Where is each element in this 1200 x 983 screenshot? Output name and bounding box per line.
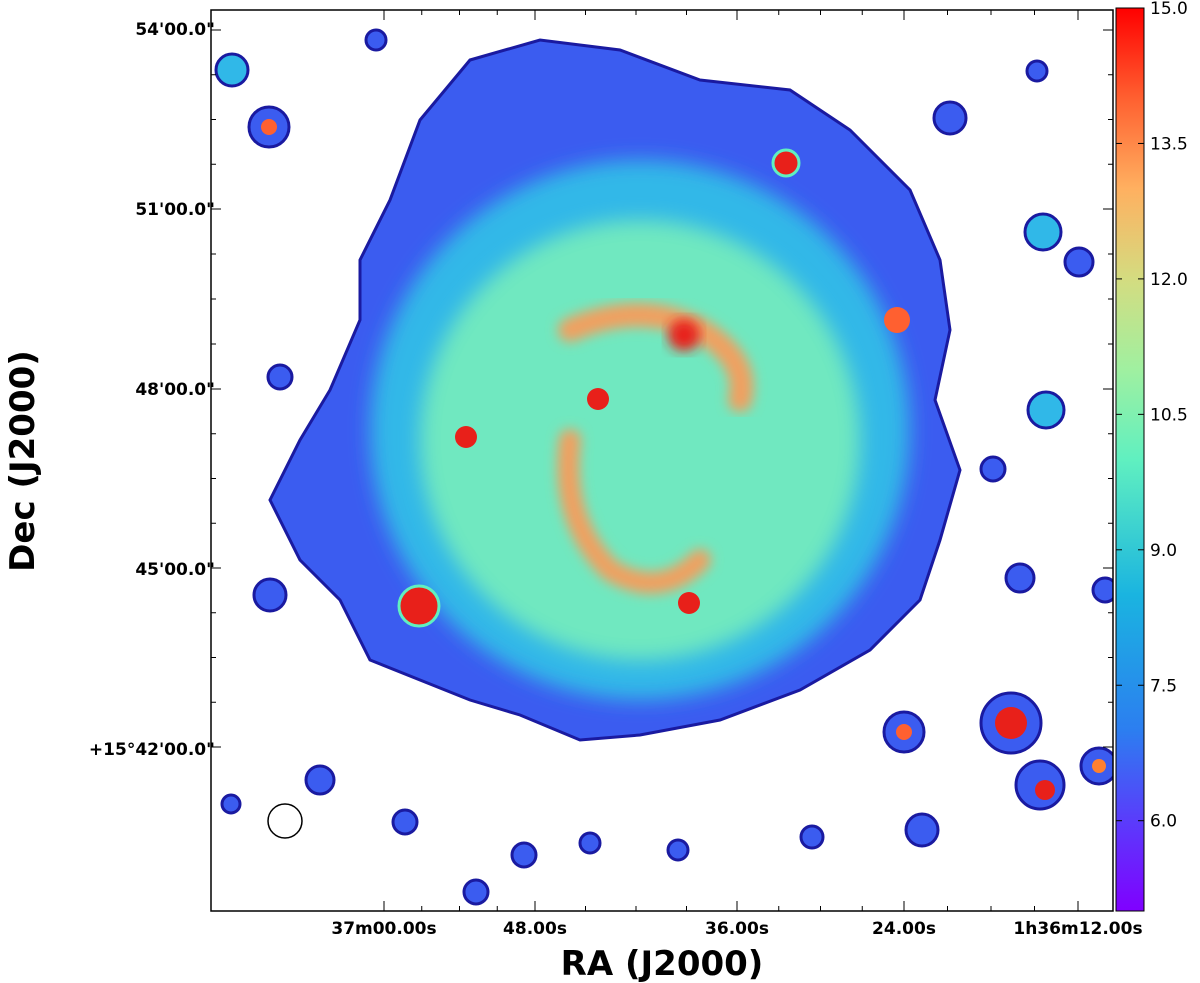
plot-frame [210,9,1114,912]
background-source [979,455,1007,483]
background-source [214,52,250,88]
y-axis-title: Dec (J2000) [3,350,43,572]
background-source [666,838,690,862]
y-tick-label: 54'00.0" [135,20,215,40]
x-tick-label: 24.00s [872,919,936,939]
colorbar-ticks [1116,7,1144,822]
galaxy-image [214,28,1113,906]
colorbar-tick-label: 6.0 [1150,812,1177,832]
background-source [364,28,388,52]
background-source [1026,390,1066,430]
colorbar-tick-label: 12.0 [1150,270,1188,290]
background-source [995,707,1027,739]
x-tick-labels: 37m00.00s 48.00s 36.00s 24.00s 1h36m12.0… [331,919,1142,939]
x-axis-ticks [383,10,1079,911]
background-source [510,841,538,869]
bright-knot [771,148,801,178]
spiral-arm-north [558,303,754,412]
colorbar-tick-label: 10.5 [1150,405,1188,425]
colorbar-tick-label: 9.0 [1150,541,1177,561]
background-source [1004,562,1036,594]
background-source [932,100,968,136]
colorbar-tick-label: 13.5 [1150,134,1188,154]
background-source [904,812,940,848]
y-tick-label: 45'00.0" [135,560,215,580]
background-source [1063,246,1095,278]
y-axis-ticks [211,29,1113,748]
background-source [252,577,288,613]
bright-knot [397,584,441,628]
background-source [896,724,912,740]
background-source [462,878,490,906]
x-tick-label: 36.00s [705,919,769,939]
bright-knot [587,388,609,410]
y-tick-label: 48'00.0" [135,380,215,400]
background-source [1025,59,1049,83]
colorbar [1115,7,1145,912]
background-source [391,808,419,836]
background-source [1091,576,1113,604]
y-tick-label: 51'00.0" [135,200,215,220]
x-tick-label: 48.00s [503,919,567,939]
y-tick-labels: 54'00.0" 51'00.0" 48'00.0" 45'00.0" +15°… [89,20,215,760]
minor-ticks [211,10,1113,911]
bright-knot [455,426,477,448]
colorbar-labels: 6.0 7.5 9.0 10.5 12.0 13.5 15.0 [1150,0,1188,832]
background-source [220,793,242,815]
colorbar-tick-label: 7.5 [1150,676,1177,696]
beam-circle [267,803,303,839]
colorbar-tick-label: 15.0 [1150,0,1188,19]
y-tick-label: +15°42'00.0" [89,740,215,760]
spiral-arm-south [557,429,711,594]
bright-knot [678,592,700,614]
x-tick-label: 1h36m12.00s [1013,919,1142,939]
background-source [266,363,294,391]
x-tick-label: 37m00.00s [331,919,436,939]
background-source [1092,759,1106,773]
background-source [261,119,277,135]
background-source [1035,780,1055,800]
background-source [304,764,336,796]
bright-knot [884,307,910,333]
bright-knot [668,319,700,351]
background-source [578,831,602,855]
galaxy-green-body [420,220,860,660]
background-source [1023,212,1063,252]
x-axis-title: RA (J2000) [561,944,764,983]
background-source [799,824,825,850]
